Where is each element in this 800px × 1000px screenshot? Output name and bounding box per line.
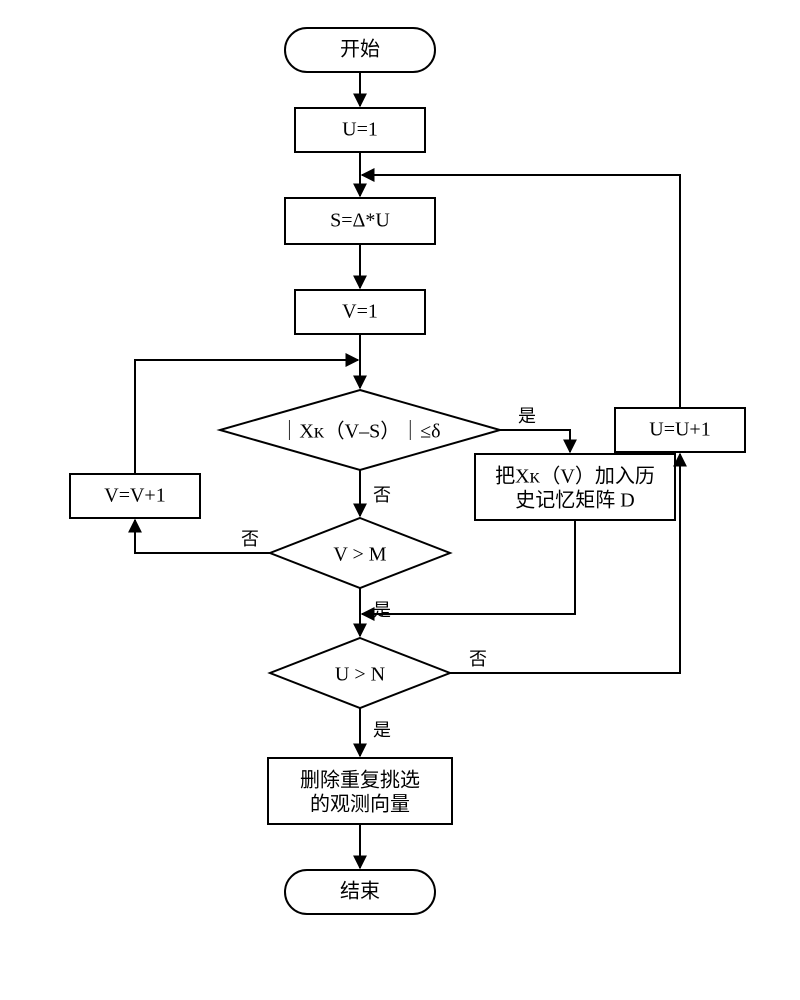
label-d1-yes: 是 bbox=[518, 406, 536, 426]
node-d2: V > M bbox=[270, 518, 450, 588]
label-d2: V > M bbox=[333, 544, 386, 566]
node-d3: U > N bbox=[270, 638, 450, 708]
label-start: 开始 bbox=[340, 38, 380, 61]
node-addD: 把Xᴋ（V）加入历 史记忆矩阵 D bbox=[475, 454, 675, 520]
label-d2-yes: 是 bbox=[373, 600, 391, 620]
label-dedupe-l2: 的观测向量 bbox=[310, 793, 410, 816]
label-addD-l2: 史记忆矩阵 D bbox=[515, 489, 634, 512]
label-d2-no: 否 bbox=[241, 529, 259, 549]
label-d1-no: 否 bbox=[373, 485, 391, 505]
label-uinc: U=U+1 bbox=[649, 419, 710, 441]
label-addD-l1: 把Xᴋ（V）加入历 bbox=[495, 465, 655, 488]
label-d3-yes: 是 bbox=[373, 720, 391, 740]
label-s: S=Δ*U bbox=[330, 210, 390, 232]
flowchart: 开始 U=1 S=Δ*U V=1 ｜Xᴋ（V–S）｜≤δ 否 是 把Xᴋ（V）加… bbox=[0, 0, 800, 1000]
label-v1: V=1 bbox=[342, 301, 378, 323]
node-end: 结束 bbox=[285, 870, 435, 914]
node-start: 开始 bbox=[285, 28, 435, 72]
label-d1: ｜Xᴋ（V–S）｜≤δ bbox=[279, 420, 440, 443]
label-end: 结束 bbox=[340, 880, 380, 903]
label-d3: U > N bbox=[335, 664, 385, 686]
node-d1: ｜Xᴋ（V–S）｜≤δ bbox=[220, 390, 500, 470]
label-d3-no: 否 bbox=[469, 649, 487, 669]
node-u1: U=1 bbox=[295, 108, 425, 152]
node-s: S=Δ*U bbox=[285, 198, 435, 244]
node-v1: V=1 bbox=[295, 290, 425, 334]
edge-d1-addD bbox=[500, 430, 570, 452]
label-vinc: V=V+1 bbox=[104, 485, 165, 507]
node-vinc: V=V+1 bbox=[70, 474, 200, 518]
label-u1: U=1 bbox=[342, 119, 378, 141]
label-dedupe-l1: 删除重复挑选 bbox=[300, 769, 420, 792]
node-dedupe: 删除重复挑选 的观测向量 bbox=[268, 758, 452, 824]
node-uinc: U=U+1 bbox=[615, 408, 745, 452]
